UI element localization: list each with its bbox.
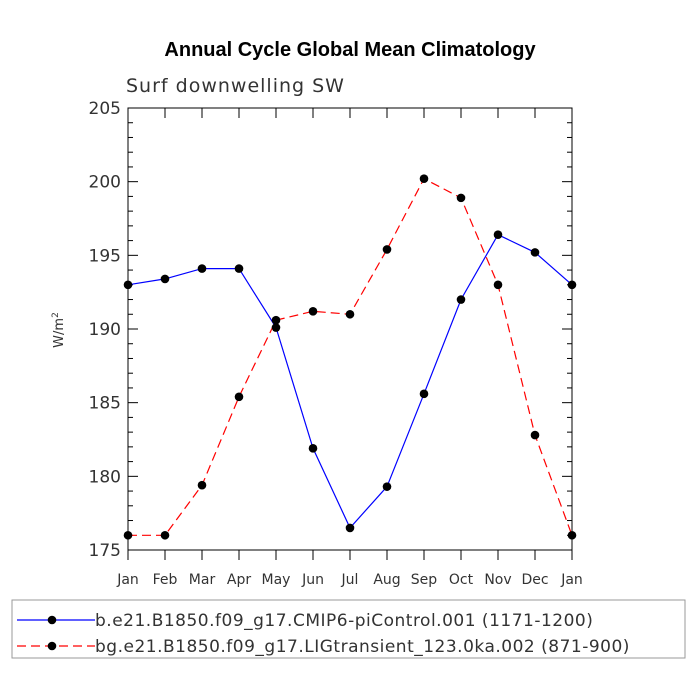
x-tick-label: Jun xyxy=(301,572,324,588)
data-point-s0-5 xyxy=(308,444,318,453)
chart-subtitle: Surf downwelling SW xyxy=(126,75,345,97)
x-tick-label: Nov xyxy=(484,572,511,588)
data-point-s0-1 xyxy=(160,274,170,284)
axis-ticks xyxy=(127,107,573,560)
data-point-s1-3 xyxy=(234,392,244,402)
y-tick-label: 195 xyxy=(89,246,121,266)
data-point-s1-1 xyxy=(160,530,170,540)
y-tick-label: 175 xyxy=(89,541,121,561)
data-point-s1-9 xyxy=(456,193,466,203)
data-point-s0-8 xyxy=(419,389,429,399)
data-point-s0-3 xyxy=(234,264,244,273)
data-point-s1-11 xyxy=(530,430,540,440)
x-tick-label: Jan xyxy=(116,572,139,588)
x-tick-label: Aug xyxy=(373,572,400,588)
x-tick-label: Oct xyxy=(449,572,474,588)
legend-label-0: b.e21.B1850.f09_g17.CMIP6-piControl.001 … xyxy=(95,611,593,631)
data-point-s0-12 xyxy=(567,280,577,290)
data-point-s0-10 xyxy=(493,230,503,240)
data-point-s0-2 xyxy=(197,264,207,273)
data-point-s0-7 xyxy=(382,482,392,491)
data-point-s1-2 xyxy=(197,480,207,490)
x-tick-label: Dec xyxy=(521,572,548,588)
plot-frame xyxy=(127,107,573,551)
series-line-0 xyxy=(127,233,573,529)
y-tick-label: 200 xyxy=(89,173,121,193)
data-point-s0-4 xyxy=(271,323,281,332)
x-tick-label: Mar xyxy=(189,572,216,588)
data-point-s1-4 xyxy=(271,315,281,325)
data-point-s1-8 xyxy=(419,174,429,184)
legend-box xyxy=(11,599,686,659)
y-tick-labels: 175 180 185 190 195 200 205 xyxy=(89,99,121,561)
y-axis-label: W/m2 xyxy=(51,312,67,348)
x-tick-labels: Jan Feb Mar Apr May Jun Jul Aug Sep Oct Nov Dec Jan xyxy=(116,572,583,588)
data-point-s0-11 xyxy=(530,248,540,257)
data-point-s1-10 xyxy=(493,280,503,290)
data-point-s1-0 xyxy=(123,530,133,540)
legend-label-1: bg.e21.B1850.f09_g17.LIGtransient_123.0k… xyxy=(95,637,630,657)
svg-text:W/m2: W/m2 xyxy=(51,312,67,348)
data-point-s0-9 xyxy=(456,295,466,304)
x-tick-label: Apr xyxy=(227,572,251,588)
data-point-s1-7 xyxy=(382,245,392,254)
x-tick-label: Jul xyxy=(341,572,359,588)
data-point-s1-6 xyxy=(345,309,355,319)
chart-title: Annual Cycle Global Mean Climatology xyxy=(164,39,536,61)
data-point-s1-12 xyxy=(567,530,577,540)
y-tick-label: 205 xyxy=(89,99,121,119)
y-tick-label: 190 xyxy=(89,320,121,340)
y-axis-label-superscript: 2 xyxy=(51,312,61,318)
y-tick-label: 180 xyxy=(89,467,121,487)
data-point-s1-5 xyxy=(308,307,318,316)
data-point-s0-6 xyxy=(345,523,355,533)
legend: b.e21.B1850.f09_g17.CMIP6-piControl.001 … xyxy=(17,611,630,657)
x-tick-label: Jan xyxy=(560,572,583,588)
x-tick-label: May xyxy=(262,572,291,588)
x-tick-label: Sep xyxy=(411,572,438,588)
series-layer xyxy=(123,174,577,540)
legend-marker-0 xyxy=(47,615,57,625)
data-point-s0-0 xyxy=(123,280,133,290)
y-tick-label: 185 xyxy=(89,394,121,414)
x-tick-label: Feb xyxy=(153,572,178,588)
y-axis-label-text: W/m xyxy=(52,318,67,348)
series-line-1 xyxy=(128,177,573,536)
legend-marker-1 xyxy=(47,641,57,651)
